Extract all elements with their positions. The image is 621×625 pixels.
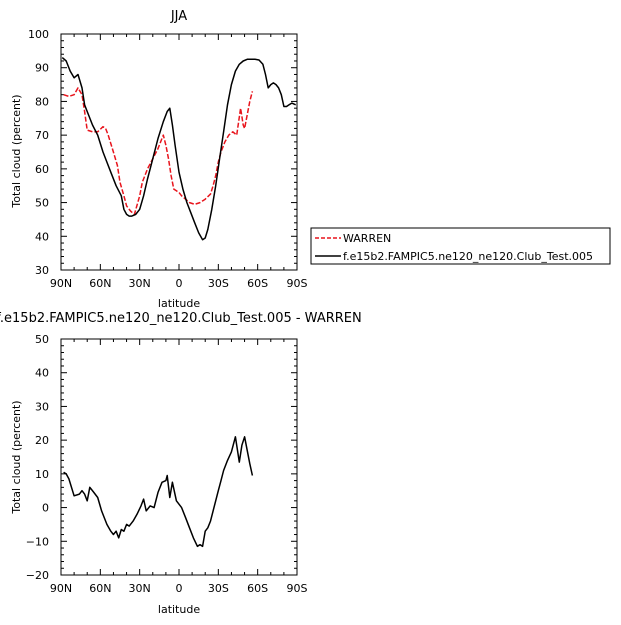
x-tick-label: 30N xyxy=(129,277,151,290)
x-tick-label-difference: 60S xyxy=(247,582,268,595)
y-tick-label: 50 xyxy=(35,197,49,210)
x-tick-label-difference: 0 xyxy=(176,582,183,595)
legend-label-warren: WARREN xyxy=(343,232,391,245)
series-line-f-e15b2-fampic5-ne120-ne120-club-test-005 xyxy=(61,57,296,241)
x-axis-label-difference: latitude xyxy=(158,603,200,616)
y-tick-label-difference: −10 xyxy=(26,535,49,548)
y-tick-label: 80 xyxy=(35,95,49,108)
y-tick-label: 100 xyxy=(28,28,49,41)
legend-label-model: f.e15b2.FAMPIC5.ne120_ne120.Club_Test.00… xyxy=(343,250,593,263)
y-tick-label: 90 xyxy=(35,62,49,75)
x-tick-label-difference: 30N xyxy=(129,582,151,595)
y-tick-label: 30 xyxy=(35,264,49,277)
y-tick-label-difference: 40 xyxy=(35,367,49,380)
y-tick-label: 40 xyxy=(35,230,49,243)
plot-frame xyxy=(60,33,298,271)
x-tick-label: 30S xyxy=(208,277,229,290)
x-tick-label: 90N xyxy=(50,277,72,290)
plot-frame-difference xyxy=(60,338,298,576)
y-tick-label-difference: 30 xyxy=(35,400,49,413)
plot-marks-difference: 90N 60N 30N 0 30S 60S 90S −20 −10 0 10 20 30 40 50 xyxy=(26,333,308,595)
series-line-difference-0 xyxy=(63,436,254,548)
y-tick-label: 70 xyxy=(35,129,49,142)
x-tick-label-difference: 60N xyxy=(89,582,111,595)
legend-box xyxy=(310,227,611,265)
x-axis-label: latitude xyxy=(158,297,200,310)
y-tick-label-difference: 20 xyxy=(35,434,49,447)
y-tick-label-difference: 10 xyxy=(35,468,49,481)
y-tick-label: 60 xyxy=(35,163,49,176)
plot-marks: 90N 60N 30N 0 30S 60S 90S 30 40 50 60 70 80 90 100 xyxy=(28,28,308,290)
y-axis-label: Total cloud (percent) xyxy=(10,94,23,208)
x-tick-label: 0 xyxy=(176,277,183,290)
chart-title-difference: f.e15b2.FAMPIC5.ne120_ne120.Club_Test.00… xyxy=(0,311,362,326)
x-tick-label: 90S xyxy=(287,277,308,290)
x-tick-label-difference: 90S xyxy=(287,582,308,595)
y-tick-label-difference: 0 xyxy=(42,502,49,515)
legend: WARREN f.e15b2.FAMPIC5.ne120_ne120.Club_… xyxy=(310,227,611,265)
panel-difference: f.e15b2.FAMPIC5.ne120_ne120.Club_Test.00… xyxy=(0,311,362,616)
panel-jja-totals: JJA Total cloud (percent) latitude 90N 60… xyxy=(10,9,308,310)
y-tick-label-difference: 50 xyxy=(35,333,49,346)
series-line-warren xyxy=(63,87,254,216)
x-tick-label: 60N xyxy=(89,277,111,290)
y-tick-label-difference: −20 xyxy=(26,569,49,582)
x-tick-label-difference: 90N xyxy=(50,582,72,595)
x-tick-label-difference: 30S xyxy=(208,582,229,595)
chart-title: JJA xyxy=(170,9,187,24)
y-axis-label-difference: Total cloud (percent) xyxy=(10,400,23,514)
x-tick-label: 60S xyxy=(247,277,268,290)
